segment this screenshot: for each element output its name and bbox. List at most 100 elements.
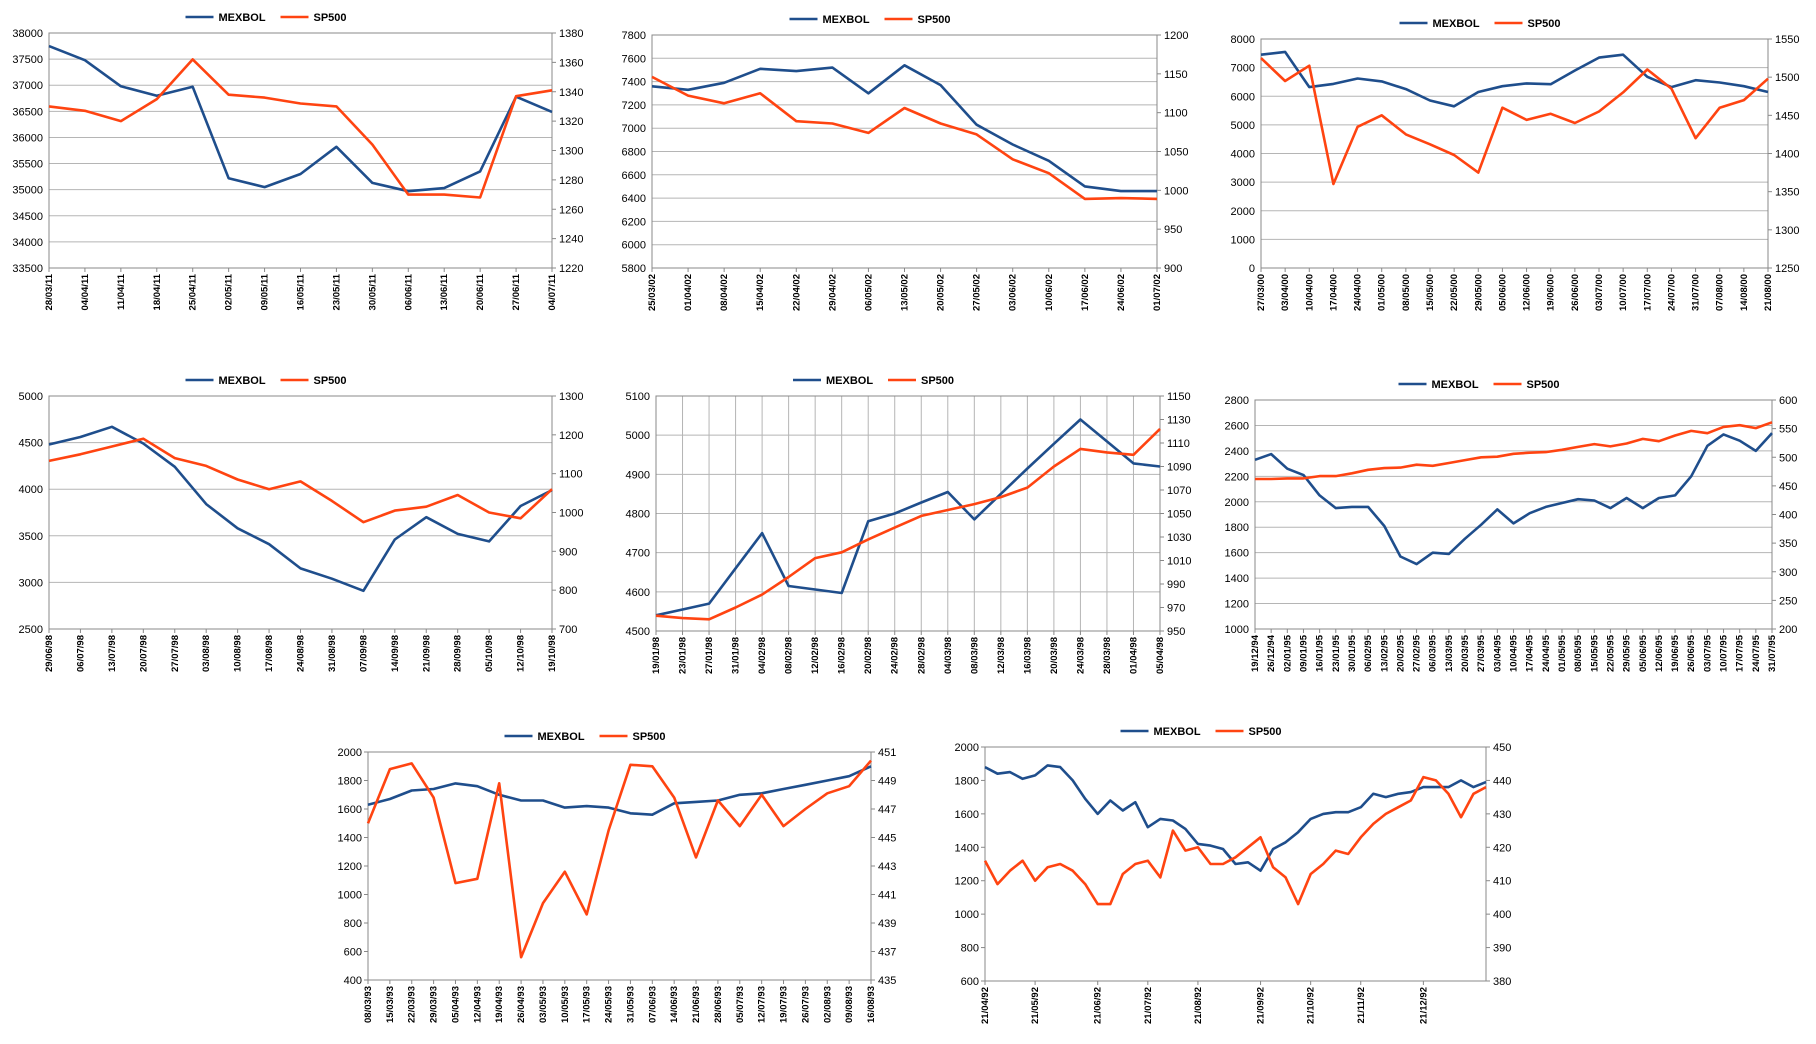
y-tick-label: 1600 bbox=[955, 809, 979, 821]
chart-panel: 4500 4600 4700 4800 4900 5000 5100 950 970 990 101… bbox=[626, 375, 1192, 674]
y2-tick-label: 435 bbox=[878, 975, 896, 987]
y-tick-label: 2000 bbox=[1225, 497, 1249, 509]
legend-label: SP500 bbox=[1249, 726, 1282, 738]
x-tick-label: 24/02/98 bbox=[890, 637, 901, 674]
x-tick-label: 03/08/98 bbox=[201, 635, 212, 672]
y2-tick-label: 1320 bbox=[559, 116, 583, 128]
y-tick-label: 5100 bbox=[626, 391, 650, 403]
x-tick-label: 27/05/02 bbox=[972, 274, 983, 311]
x-tick-label: 31/07/95 bbox=[1767, 634, 1778, 672]
plot-frame bbox=[1260, 38, 1769, 269]
chart-panel: 33500 34000 34500 35000 35500 36000 36500 37000… bbox=[12, 12, 583, 310]
y2-tick-label: 1000 bbox=[1164, 185, 1188, 197]
y-tick-label: 1000 bbox=[1225, 624, 1249, 636]
x-tick-label: 16/02/98 bbox=[837, 637, 848, 674]
x-tick-label: 24/07/00 bbox=[1666, 274, 1677, 311]
chart-panel: 1000 1200 1400 1600 1800 2000 2200 2400 2600 2800… bbox=[1225, 379, 1798, 672]
x-tick-label: 13/06/11 bbox=[439, 273, 450, 310]
y-tick-label: 6800 bbox=[622, 147, 646, 159]
y2-tick-label: 1100 bbox=[559, 469, 583, 481]
y-tick-label: 36000 bbox=[12, 132, 43, 144]
y-tick-label: 37500 bbox=[12, 54, 43, 66]
x-tick-label: 12/04/93 bbox=[472, 986, 483, 1023]
y-tick-label: 3500 bbox=[19, 531, 43, 543]
series-line bbox=[1260, 57, 1769, 186]
y2-tick-label: 1130 bbox=[1167, 415, 1191, 427]
x-tick-label: 04/02/98 bbox=[757, 637, 768, 674]
x-tick-label: 17/08/98 bbox=[264, 635, 275, 672]
x-tick-label: 12/10/98 bbox=[516, 635, 527, 672]
y2-tick-label: 200 bbox=[1779, 624, 1797, 636]
y2-tick-label: 1200 bbox=[1164, 30, 1188, 42]
x-tick-label: 12/03/98 bbox=[996, 637, 1007, 674]
legend-label: MEXBOL bbox=[1154, 726, 1201, 738]
y2-tick-label: 1050 bbox=[1167, 509, 1191, 521]
legend-label: SP500 bbox=[314, 375, 347, 387]
y2-tick-label: 445 bbox=[878, 833, 896, 845]
x-tick-label: 16/08/93 bbox=[866, 986, 877, 1023]
x-tick-label: 10/05/93 bbox=[560, 986, 571, 1023]
y2-tick-label: 700 bbox=[559, 624, 577, 636]
y2-tick-label: 1360 bbox=[559, 57, 583, 69]
x-tick-label: 03/05/93 bbox=[538, 986, 549, 1023]
legend: MEXBOL SP500 bbox=[1399, 18, 1561, 30]
x-tick-label: 09/05/11 bbox=[260, 273, 271, 310]
chart-panel: 600 800 1000 1200 1400 1600 1800 2000 380 390 400 4… bbox=[955, 726, 1512, 1024]
y-tick-label: 36500 bbox=[12, 106, 43, 118]
chart-panel: 400 600 800 1000 1200 1400 1600 1800 2000 435 437 4… bbox=[338, 731, 897, 1023]
y2-tick-label: 437 bbox=[878, 947, 896, 959]
x-tick-label: 01/07/02 bbox=[1152, 274, 1163, 311]
x-tick-label: 14/06/93 bbox=[669, 986, 680, 1023]
y2-tick-label: 447 bbox=[878, 804, 896, 816]
y2-tick-label: 600 bbox=[1779, 395, 1797, 407]
x-tick-label: 27/07/98 bbox=[170, 635, 181, 672]
legend-label: MEXBOL bbox=[826, 375, 873, 387]
y-tick-label: 2600 bbox=[1225, 420, 1249, 432]
legend-label: SP500 bbox=[314, 12, 347, 24]
x-tick-label: 01/04/98 bbox=[1128, 637, 1139, 674]
y2-tick-label: 1550 bbox=[1775, 34, 1799, 46]
x-tick-label: 10/08/98 bbox=[233, 635, 244, 672]
x-tick-label: 27/06/11 bbox=[511, 273, 522, 310]
x-tick-label: 05/04/98 bbox=[1155, 637, 1166, 674]
y2-tick-label: 1300 bbox=[1775, 225, 1799, 237]
x-tick-label: 10/07/95 bbox=[1719, 634, 1730, 672]
x-tick-label: 20/07/98 bbox=[138, 635, 149, 672]
x-tick-label: 24/04/00 bbox=[1353, 274, 1364, 311]
legend-label: MEXBOL bbox=[1433, 18, 1480, 30]
y2-tick-label: 430 bbox=[1493, 809, 1511, 821]
legend: MEXBOL SP500 bbox=[1398, 379, 1560, 391]
y2-tick-label: 1090 bbox=[1167, 462, 1191, 474]
x-tick-label: 16/03/98 bbox=[1022, 637, 1033, 674]
y2-tick-label: 1450 bbox=[1775, 110, 1799, 122]
y2-tick-label: 439 bbox=[878, 918, 896, 930]
y-tick-label: 4700 bbox=[626, 548, 650, 560]
y-tick-label: 5000 bbox=[1231, 120, 1255, 132]
x-tick-label: 03/07/00 bbox=[1594, 274, 1605, 311]
y-tick-label: 2000 bbox=[338, 747, 362, 759]
x-tick-label: 11/04/11 bbox=[116, 273, 127, 310]
y2-tick-label: 1150 bbox=[1167, 391, 1191, 403]
x-tick-label: 27/03/95 bbox=[1476, 634, 1487, 672]
y-tick-label: 2000 bbox=[1231, 206, 1255, 218]
y-tick-label: 1000 bbox=[1231, 234, 1255, 246]
x-tick-label: 07/06/93 bbox=[647, 986, 658, 1023]
y-tick-label: 7000 bbox=[622, 123, 646, 135]
plot-frame bbox=[48, 395, 553, 630]
y-tick-label: 800 bbox=[961, 943, 979, 955]
x-tick-label: 29/05/00 bbox=[1473, 274, 1484, 311]
y2-tick-label: 1150 bbox=[1164, 69, 1188, 81]
x-tick-label: 06/03/95 bbox=[1428, 634, 1439, 672]
x-tick-label: 14/08/00 bbox=[1739, 274, 1750, 311]
y-tick-label: 5000 bbox=[19, 391, 43, 403]
y-tick-label: 600 bbox=[344, 947, 362, 959]
y2-tick-label: 440 bbox=[1493, 775, 1511, 787]
y-tick-label: 1400 bbox=[338, 833, 362, 845]
series-line bbox=[1254, 432, 1773, 566]
y2-tick-label: 400 bbox=[1779, 510, 1797, 522]
y-tick-label: 2500 bbox=[19, 624, 43, 636]
y2-tick-label: 1050 bbox=[1164, 147, 1188, 159]
y-tick-label: 1800 bbox=[338, 776, 362, 788]
y-tick-label: 6600 bbox=[622, 170, 646, 182]
